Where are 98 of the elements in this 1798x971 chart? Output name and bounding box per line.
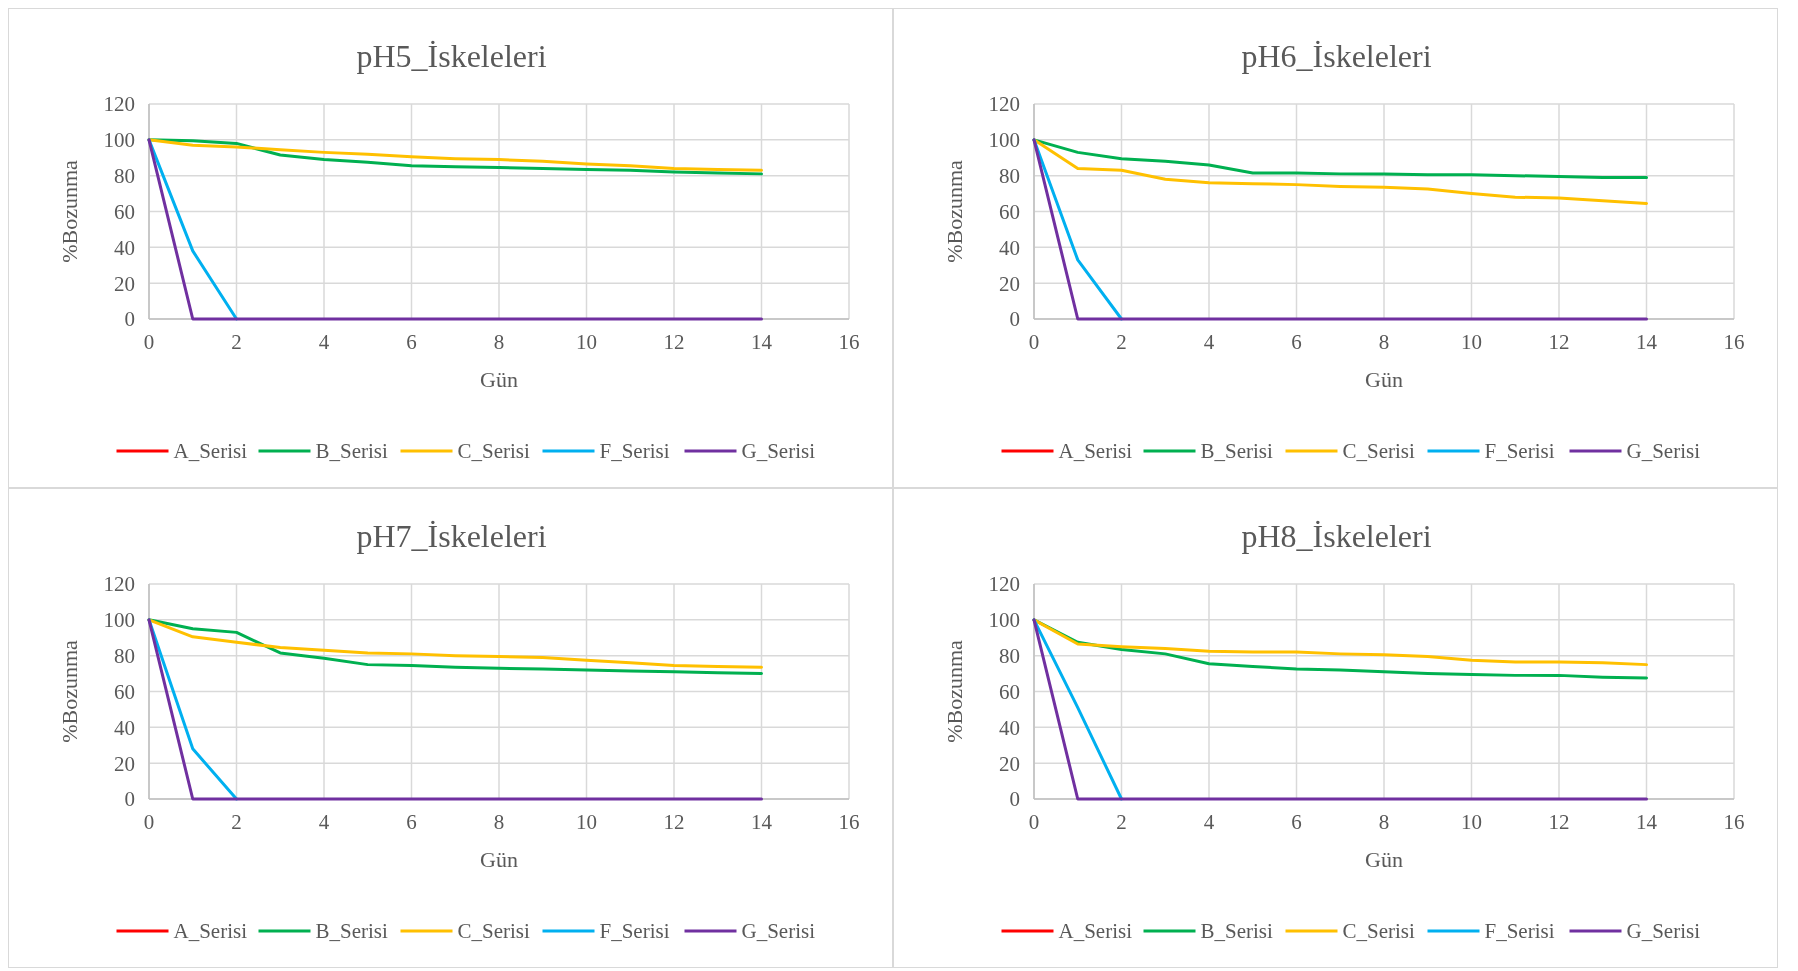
y-tick-label: 0: [1009, 307, 1020, 332]
y-tick-label: 100: [103, 608, 135, 633]
y-tick-label: 120: [103, 92, 135, 117]
legend-label: A_Serisi: [1058, 919, 1133, 944]
y-tick-label: 100: [103, 128, 135, 153]
y-axis-title: %Bozunma: [57, 159, 82, 263]
x-tick-label: 10: [1461, 330, 1482, 354]
y-tick-label: 80: [114, 644, 135, 669]
x-tick-label: 12: [1548, 810, 1570, 834]
x-axis-title: Gün: [480, 367, 518, 392]
x-tick-label: 0: [143, 330, 155, 354]
line-series: [1032, 618, 1648, 667]
x-tick-label: 14: [751, 330, 773, 354]
x-tick-label: 2: [1116, 810, 1127, 834]
x-tick-label: 12: [663, 330, 685, 354]
x-tick-label: 12: [1548, 330, 1570, 354]
legend-label: F_Serisi: [599, 439, 670, 464]
y-tick-label: 120: [103, 572, 135, 597]
y-tick-label: 20: [114, 271, 135, 296]
y-tick-label: 100: [988, 128, 1020, 153]
x-tick-label: 4: [318, 810, 330, 834]
legend-label: G_Serisi: [1626, 439, 1701, 464]
y-tick-label: 20: [114, 751, 135, 776]
x-tick-label: 2: [231, 330, 242, 354]
line-series: [1032, 138, 1648, 205]
chart-title: pH6_İskeleleri: [1241, 38, 1432, 74]
y-tick-label: 60: [999, 199, 1020, 224]
chart-title: pH5_İskeleleri: [356, 38, 547, 74]
y-tick-label: 40: [114, 715, 135, 740]
x-tick-label: 0: [143, 810, 155, 834]
x-tick-label: 6: [406, 330, 417, 354]
x-tick-label: 6: [1291, 810, 1302, 834]
legend-label: F_Serisi: [599, 919, 670, 944]
y-tick-label: 40: [999, 235, 1020, 260]
x-tick-label: 0: [1028, 810, 1040, 834]
legend-label: C_Serisi: [457, 919, 531, 944]
x-tick-label: 0: [1028, 330, 1040, 354]
x-tick-label: 16: [1723, 810, 1745, 834]
x-tick-label: 10: [576, 330, 597, 354]
legend-label: B_Serisi: [1200, 919, 1274, 944]
chart-title: pH7_İskeleleri: [356, 518, 547, 554]
x-tick-label: 14: [751, 810, 773, 834]
x-axis-title: Gün: [480, 847, 518, 872]
x-tick-label: 8: [1378, 330, 1390, 354]
legend-label: C_Serisi: [1342, 919, 1416, 944]
y-tick-label: 80: [999, 644, 1020, 669]
legend-label: B_Serisi: [315, 439, 389, 464]
legend-label: G_Serisi: [741, 439, 816, 464]
legend-label: A_Serisi: [173, 439, 248, 464]
x-tick-label: 12: [663, 810, 685, 834]
chart-title: pH8_İskeleleri: [1241, 518, 1432, 554]
x-tick-label: 16: [1723, 330, 1745, 354]
x-tick-label: 10: [1461, 810, 1482, 834]
x-tick-label: 8: [1378, 810, 1390, 834]
legend-label: B_Serisi: [1200, 439, 1274, 464]
y-tick-label: 40: [114, 235, 135, 260]
y-tick-label: 0: [1009, 787, 1020, 812]
y-axis-title: %Bozunma: [57, 639, 82, 743]
legend-label: A_Serisi: [173, 919, 248, 944]
x-tick-label: 2: [1116, 330, 1127, 354]
x-tick-label: 14: [1636, 330, 1658, 354]
y-axis-title: %Bozunma: [942, 159, 967, 263]
x-tick-label: 8: [493, 810, 505, 834]
x-tick-label: 8: [493, 330, 505, 354]
x-tick-label: 2: [231, 810, 242, 834]
legend-label: A_Serisi: [1058, 439, 1133, 464]
y-tick-label: 120: [988, 92, 1020, 117]
x-tick-label: 4: [1203, 330, 1215, 354]
x-tick-label: 6: [1291, 330, 1302, 354]
legend-label: C_Serisi: [457, 439, 531, 464]
y-tick-label: 40: [999, 715, 1020, 740]
y-tick-label: 100: [988, 608, 1020, 633]
legend-label: F_Serisi: [1484, 919, 1555, 944]
x-axis-title: Gün: [1365, 847, 1403, 872]
x-tick-label: 14: [1636, 810, 1658, 834]
y-tick-label: 80: [114, 164, 135, 189]
legend-label: G_Serisi: [741, 919, 816, 944]
x-tick-label: 4: [1203, 810, 1215, 834]
y-axis-title: %Bozunma: [942, 639, 967, 743]
x-axis-title: Gün: [1365, 367, 1403, 392]
y-tick-label: 20: [999, 751, 1020, 776]
legend-label: G_Serisi: [1626, 919, 1701, 944]
y-tick-label: 0: [124, 787, 135, 812]
y-tick-label: 80: [999, 164, 1020, 189]
x-tick-label: 6: [406, 810, 417, 834]
x-tick-label: 4: [318, 330, 330, 354]
y-tick-label: 120: [988, 572, 1020, 597]
y-tick-label: 20: [999, 271, 1020, 296]
y-tick-label: 0: [124, 307, 135, 332]
legend-label: C_Serisi: [1342, 439, 1416, 464]
x-tick-label: 16: [838, 330, 860, 354]
y-tick-label: 60: [114, 199, 135, 224]
x-tick-label: 10: [576, 810, 597, 834]
y-tick-label: 60: [999, 679, 1020, 704]
legend-label: B_Serisi: [315, 919, 389, 944]
legend-label: F_Serisi: [1484, 439, 1555, 464]
y-tick-label: 60: [114, 679, 135, 704]
x-tick-label: 16: [838, 810, 860, 834]
